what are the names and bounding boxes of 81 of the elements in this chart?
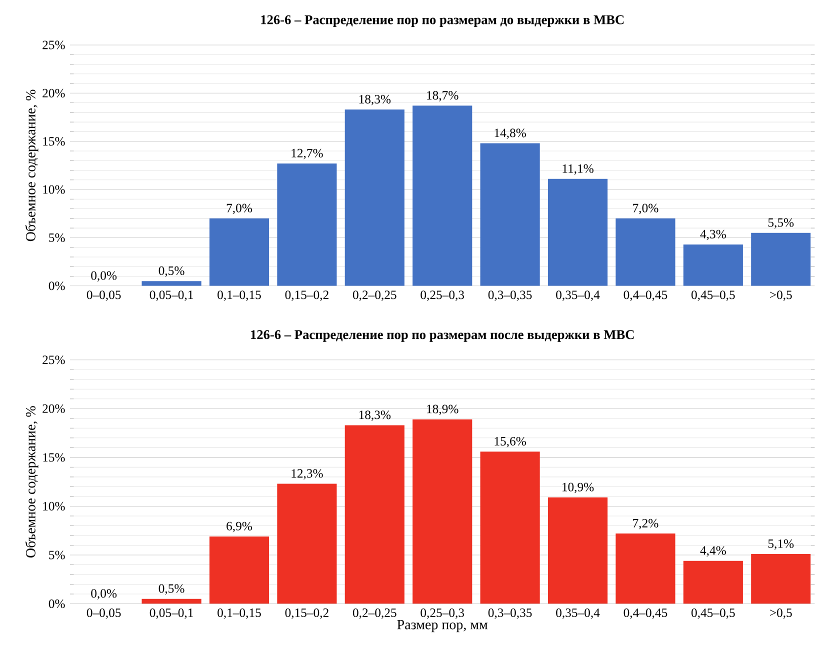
data-label: 5,1%	[768, 539, 794, 550]
x-tick-label: 0,25–0,3	[420, 608, 464, 619]
bar	[412, 419, 472, 604]
y-tick-label: 5%	[49, 550, 65, 560]
x-tick-label: 0,4–0,45	[624, 608, 668, 619]
bar	[142, 599, 202, 604]
x-tick-label: 0,3–0,35	[488, 608, 532, 619]
y-tick-label: 15%	[43, 453, 65, 462]
bar	[277, 484, 337, 604]
bar	[344, 425, 404, 604]
x-tick-label: 0,1–0,15	[218, 290, 261, 302]
bar	[480, 143, 540, 286]
x-tick-label: 0,05–0,1	[150, 608, 193, 619]
y-tick-label: 0%	[48, 282, 65, 290]
x-tick-label: 0–0,05	[86, 608, 121, 619]
x-tick-label: 0,3–0,35	[488, 290, 532, 302]
bar	[548, 179, 608, 286]
bar	[480, 452, 540, 604]
data-label: 0,0%	[91, 589, 117, 600]
data-label: 14,8%	[494, 128, 526, 140]
data-label: 11,1%	[562, 164, 594, 175]
y-axis-title: Объемное содержание, %	[25, 90, 38, 242]
data-label: 6,9%	[226, 522, 252, 532]
x-tick-label: 0,35–0,4	[556, 608, 600, 619]
x-tick-label: 0,05–0,1	[150, 290, 193, 302]
bar	[548, 498, 608, 604]
x-tick-label: 0,25–0,3	[420, 290, 464, 302]
bar	[751, 232, 811, 286]
y-tick-label: 10%	[43, 502, 65, 511]
bar	[616, 218, 676, 286]
x-tick-label: 0,4–0,45	[624, 290, 668, 302]
x-tick-label: >0,5	[770, 290, 792, 302]
data-label: 0,0%	[91, 271, 117, 282]
data-label: 18,9%	[427, 404, 458, 416]
bar	[683, 560, 743, 604]
bar	[616, 534, 676, 604]
bar	[209, 218, 270, 286]
x-axis-title: Размер пор, мм	[397, 620, 488, 632]
bar	[142, 281, 202, 286]
y-tick-label: 5%	[49, 234, 65, 242]
data-label: 4,4%	[700, 546, 726, 557]
data-label: 10,9%	[562, 482, 594, 494]
x-tick-label: 0,45–0,5	[691, 290, 735, 302]
x-tick-label: 0,2–0,25	[352, 608, 396, 619]
x-tick-label: 0,45–0,5	[691, 608, 735, 619]
x-tick-label: 0,2–0,25	[352, 290, 396, 302]
y-axis-title: Объемное содержание, %	[25, 406, 38, 558]
data-label: 5,5%	[768, 218, 794, 229]
bar	[277, 164, 337, 286]
x-tick-label: 0,15–0,2	[285, 290, 328, 302]
data-label: 18,7%	[427, 91, 458, 102]
x-tick-label: 0,15–0,2	[285, 608, 328, 619]
y-tick-label: 15%	[43, 137, 65, 146]
y-tick-label: 20%	[42, 88, 65, 98]
data-label: 12,3%	[292, 469, 323, 480]
y-tick-label: 25%	[42, 356, 65, 364]
data-label: 15,6%	[494, 437, 526, 448]
y-tick-label: 10%	[43, 185, 65, 194]
data-label: 7,0%	[226, 204, 252, 214]
y-tick-label: 25%	[42, 40, 65, 50]
y-tick-label: 20%	[42, 404, 65, 414]
data-label: 12,7%	[292, 148, 323, 160]
data-label: 0,5%	[158, 584, 184, 595]
y-tick-label: 0%	[48, 600, 65, 608]
data-label: 0,5%	[158, 266, 184, 277]
data-label: 4,3%	[700, 230, 726, 240]
x-tick-label: >0,5	[770, 608, 792, 619]
bar	[344, 110, 404, 286]
bar	[683, 244, 743, 286]
data-label: 7,2%	[633, 519, 658, 530]
data-label: 18,3%	[359, 410, 391, 422]
data-label: 18,3%	[359, 95, 391, 106]
chart-title: 126-6 – Распределение пор по размерам после выдержки в МВС	[251, 330, 634, 342]
x-tick-label: 0–0,05	[86, 290, 121, 302]
chart-title: 126-6 – Распределение пор по размерам до выдержки в МВС	[261, 15, 624, 28]
x-tick-label: 0,35–0,4	[556, 290, 600, 302]
data-label: 7,0%	[633, 204, 658, 214]
bar	[412, 106, 472, 286]
bar	[751, 554, 811, 604]
bar	[209, 536, 270, 604]
x-tick-label: 0,1–0,15	[218, 608, 261, 619]
